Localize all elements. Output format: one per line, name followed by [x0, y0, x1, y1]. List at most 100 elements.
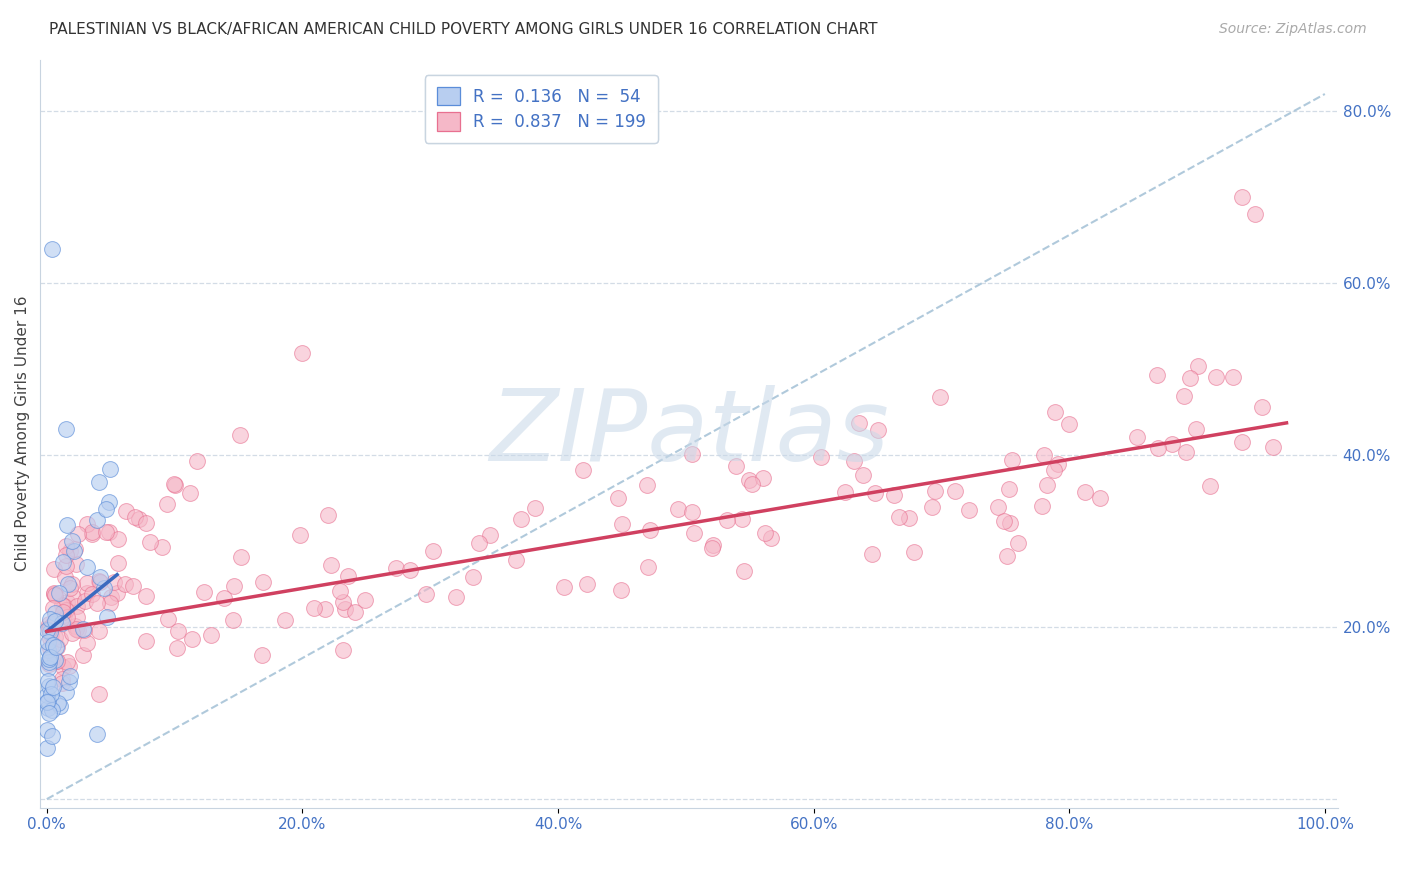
- Point: [987, 500, 1010, 515]
- Point: [42, 638, 65, 652]
- Point: [86, 727, 108, 741]
- Point: [39, 687, 62, 701]
- Point: [478, 527, 501, 541]
- Point: [848, 416, 870, 430]
- Point: [59, 543, 82, 558]
- Point: [1243, 207, 1265, 221]
- Point: [1043, 462, 1066, 476]
- Point: [128, 512, 150, 526]
- Point: [87, 624, 110, 638]
- Point: [44, 562, 66, 576]
- Point: [122, 579, 145, 593]
- Point: [51, 615, 73, 630]
- Point: [53, 570, 76, 584]
- Point: [41, 730, 63, 744]
- Point: [45, 654, 67, 668]
- Point: [73, 624, 96, 638]
- Point: [55, 548, 77, 562]
- Point: [1175, 445, 1198, 459]
- Point: [329, 583, 352, 598]
- Point: [44, 588, 66, 602]
- Point: [337, 569, 360, 583]
- Point: [222, 613, 245, 627]
- Point: [754, 525, 776, 540]
- Point: [866, 423, 889, 437]
- Point: [314, 602, 336, 616]
- Point: [903, 545, 925, 559]
- Point: [55, 603, 77, 617]
- Point: [89, 574, 111, 589]
- Point: [354, 593, 377, 607]
- Point: [98, 524, 121, 539]
- Y-axis label: Child Poverty Among Girls Under 16: Child Poverty Among Girls Under 16: [15, 296, 30, 572]
- Point: [103, 575, 125, 590]
- Point: [290, 528, 312, 542]
- Point: [66, 599, 89, 614]
- Point: [46, 696, 69, 710]
- Point: [42, 680, 65, 694]
- Point: [39, 612, 62, 626]
- Point: [56, 609, 79, 624]
- Point: [97, 495, 120, 509]
- Point: [52, 660, 75, 674]
- Point: [1205, 369, 1227, 384]
- Point: [48, 699, 70, 714]
- Point: [63, 619, 86, 633]
- Point: [35, 623, 58, 637]
- Point: [55, 685, 77, 699]
- Point: [135, 589, 157, 603]
- Point: [335, 601, 357, 615]
- Point: [49, 612, 72, 626]
- Point: [72, 622, 94, 636]
- Point: [683, 525, 706, 540]
- Point: [640, 524, 662, 538]
- Point: [38, 623, 60, 637]
- Point: [89, 570, 111, 584]
- Point: [60, 626, 83, 640]
- Point: [924, 484, 946, 499]
- Point: [1036, 478, 1059, 492]
- Point: [1173, 389, 1195, 403]
- Point: [229, 549, 252, 564]
- Point: [63, 541, 86, 556]
- Point: [716, 513, 738, 527]
- Point: [59, 582, 82, 596]
- Point: [889, 509, 911, 524]
- Point: [898, 510, 921, 524]
- Point: [51, 676, 73, 690]
- Point: [1043, 404, 1066, 418]
- Point: [94, 501, 117, 516]
- Point: [76, 560, 98, 574]
- Point: [58, 659, 80, 673]
- Point: [463, 570, 485, 584]
- Point: [1007, 536, 1029, 550]
- Point: [62, 590, 84, 604]
- Point: [510, 512, 533, 526]
- Point: [181, 632, 204, 647]
- Point: [834, 484, 856, 499]
- Point: [38, 616, 60, 631]
- Point: [332, 643, 354, 657]
- Point: [45, 640, 67, 654]
- Point: [316, 508, 339, 522]
- Point: [165, 478, 187, 492]
- Point: [1261, 440, 1284, 454]
- Point: [398, 563, 420, 577]
- Point: [681, 505, 703, 519]
- Point: [38, 706, 60, 720]
- Point: [921, 500, 943, 515]
- Point: [179, 486, 201, 500]
- Point: [96, 609, 118, 624]
- Point: [72, 648, 94, 662]
- Point: [66, 623, 89, 637]
- Point: [55, 422, 77, 436]
- Point: [1001, 452, 1024, 467]
- Point: [700, 541, 723, 555]
- Point: [1125, 429, 1147, 443]
- Point: [214, 591, 236, 606]
- Point: [1251, 401, 1274, 415]
- Point: [63, 543, 86, 558]
- Point: [38, 625, 60, 640]
- Point: [48, 586, 70, 600]
- Point: [385, 561, 408, 575]
